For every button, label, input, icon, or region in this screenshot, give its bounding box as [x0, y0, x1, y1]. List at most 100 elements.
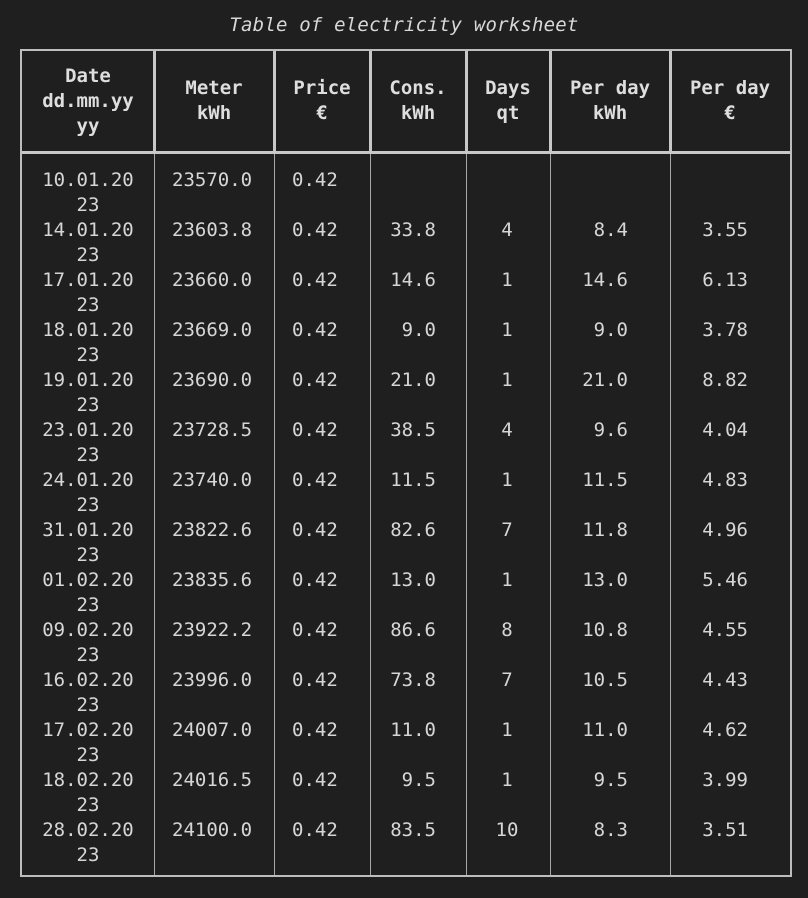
table-row: 17.01.20 23 23660.0 0.42 14.6 1 14.6 6.13 — [22, 257, 790, 316]
cons-cell: 14.6 — [390, 269, 436, 291]
price-cell: 0.42 — [292, 619, 338, 641]
date-text: 17.02.20 — [42, 719, 134, 741]
price-cell: 0.42 — [292, 669, 338, 691]
price-cell: 0.42 — [292, 719, 338, 741]
per-day-eur-cell: 5.46 — [702, 569, 748, 591]
days-cell: 10 — [495, 819, 519, 841]
meter-cell: 23728.5 — [172, 419, 253, 441]
date-text: 23 — [76, 194, 100, 216]
date-text: 23 — [76, 644, 100, 666]
date-text: 17.01.20 — [42, 269, 134, 291]
price-cell: 0.42 — [292, 469, 338, 491]
column-divider-header — [369, 51, 372, 154]
cons-cell: 11.5 — [390, 469, 436, 491]
per-day-eur-cell: 3.51 — [702, 819, 748, 841]
table-row: 18.02.20 23 24016.5 0.42 9.5 1 9.5 3.99 — [22, 757, 790, 816]
date-text: 19.01.20 — [42, 369, 134, 391]
date-cell: 23.01.20 23 — [33, 418, 143, 468]
price-cell: 0.42 — [292, 269, 338, 291]
per-day-kwh-cell: 11.5 — [582, 469, 628, 491]
days-cell: 1 — [501, 269, 513, 291]
days-cell: 1 — [501, 369, 513, 391]
column-divider-header — [153, 51, 156, 154]
date-text: 23 — [76, 694, 100, 716]
date-text: 18.01.20 — [42, 319, 134, 341]
cons-cell: 86.6 — [390, 619, 436, 641]
table-row: 14.01.20 23 23603.8 0.42 33.8 4 8.4 3.55 — [22, 207, 790, 266]
date-cell: 18.02.20 23 — [33, 768, 143, 818]
meter-cell: 24016.5 — [172, 769, 253, 791]
meter-cell: 23996.0 — [172, 669, 253, 691]
price-cell: 0.42 — [292, 769, 338, 791]
days-cell: 1 — [501, 469, 513, 491]
date-text: 23 — [76, 444, 100, 466]
meter-cell: 24100.0 — [172, 819, 253, 841]
column-header-text: qt — [496, 102, 520, 124]
days-cell: 4 — [501, 219, 513, 241]
days-cell: 1 — [501, 719, 513, 741]
per-day-kwh-cell: 8.3 — [593, 819, 628, 841]
cons-cell: 82.6 — [390, 519, 436, 541]
meter-cell: 23669.0 — [172, 319, 253, 341]
meter-cell: 23740.0 — [172, 469, 253, 491]
date-cell: 24.01.20 23 — [33, 468, 143, 518]
date-cell: 17.02.20 23 — [33, 718, 143, 768]
price-cell: 0.42 — [292, 419, 338, 441]
cons-cell: 9.0 — [401, 319, 436, 341]
table-row: 01.02.20 23 23835.6 0.42 13.0 1 13.0 5.46 — [22, 557, 790, 616]
date-text: 23 — [76, 844, 100, 866]
date-text: 23 — [76, 344, 100, 366]
column-divider — [154, 154, 155, 875]
meter-cell: 23922.2 — [172, 619, 253, 641]
date-text: 09.02.20 — [42, 619, 134, 641]
date-text: 31.01.20 — [42, 519, 134, 541]
column-header-price: Price € — [274, 51, 370, 151]
days-cell: 1 — [501, 769, 513, 791]
column-header-text: Days — [485, 77, 531, 99]
meter-cell: 23822.6 — [172, 519, 253, 541]
column-divider-header — [465, 51, 468, 154]
cons-cell: 13.0 — [390, 569, 436, 591]
per-day-kwh-cell: 13.0 — [582, 569, 628, 591]
date-cell: 16.02.20 23 — [33, 668, 143, 718]
meter-cell: 23570.0 — [172, 169, 253, 191]
column-header-days: Days qt — [466, 51, 550, 151]
price-cell: 0.42 — [292, 569, 338, 591]
table-row: 24.01.20 23 23740.0 0.42 11.5 1 11.5 4.83 — [22, 457, 790, 516]
column-divider — [274, 154, 275, 875]
price-cell: 0.42 — [292, 319, 338, 341]
column-header-text: kWh — [196, 102, 232, 124]
per-day-kwh-cell: 9.6 — [593, 419, 628, 441]
date-text: 23 — [76, 544, 100, 566]
cons-cell: 33.8 — [390, 219, 436, 241]
per-day-kwh-cell: 14.6 — [582, 269, 628, 291]
column-divider — [370, 154, 371, 875]
column-divider — [550, 154, 551, 875]
table-row: 10.01.20 23 23570.0 0.42 — [22, 157, 790, 216]
date-text: 23 — [76, 494, 100, 516]
cons-cell: 73.8 — [390, 669, 436, 691]
per-day-kwh-cell: 8.4 — [593, 219, 628, 241]
table-row: 31.01.20 23 23822.6 0.42 82.6 7 11.8 4.96 — [22, 507, 790, 566]
meter-cell: 23603.8 — [172, 219, 253, 241]
column-divider-header — [549, 51, 552, 154]
per-day-eur-cell: 4.62 — [702, 719, 748, 741]
date-text: 10.01.20 — [42, 169, 134, 191]
table-row: 19.01.20 23 23690.0 0.42 21.0 1 21.0 8.82 — [22, 357, 790, 416]
date-text: 23 — [76, 294, 100, 316]
table-row: 09.02.20 23 23922.2 0.42 86.6 8 10.8 4.55 — [22, 607, 790, 666]
date-cell: 18.01.20 23 — [33, 318, 143, 368]
column-header-text: Price — [293, 77, 351, 99]
table-row: 23.01.20 23 23728.5 0.42 38.5 4 9.6 4.04 — [22, 407, 790, 466]
date-text: 23 — [76, 244, 100, 266]
cons-cell: 38.5 — [390, 419, 436, 441]
column-header-cons: Cons. kWh — [370, 51, 466, 151]
meter-cell: 23835.6 — [172, 569, 253, 591]
electricity-table: Date dd.mm.yy yy Meter kWh Price € Cons. kWh Days… — [20, 49, 792, 877]
price-cell: 0.42 — [292, 819, 338, 841]
price-cell: 0.42 — [292, 169, 338, 191]
per-day-kwh-cell: 9.5 — [593, 769, 628, 791]
column-header-text: kWh — [592, 102, 628, 124]
date-cell: 17.01.20 23 — [33, 268, 143, 318]
price-cell: 0.42 — [292, 369, 338, 391]
